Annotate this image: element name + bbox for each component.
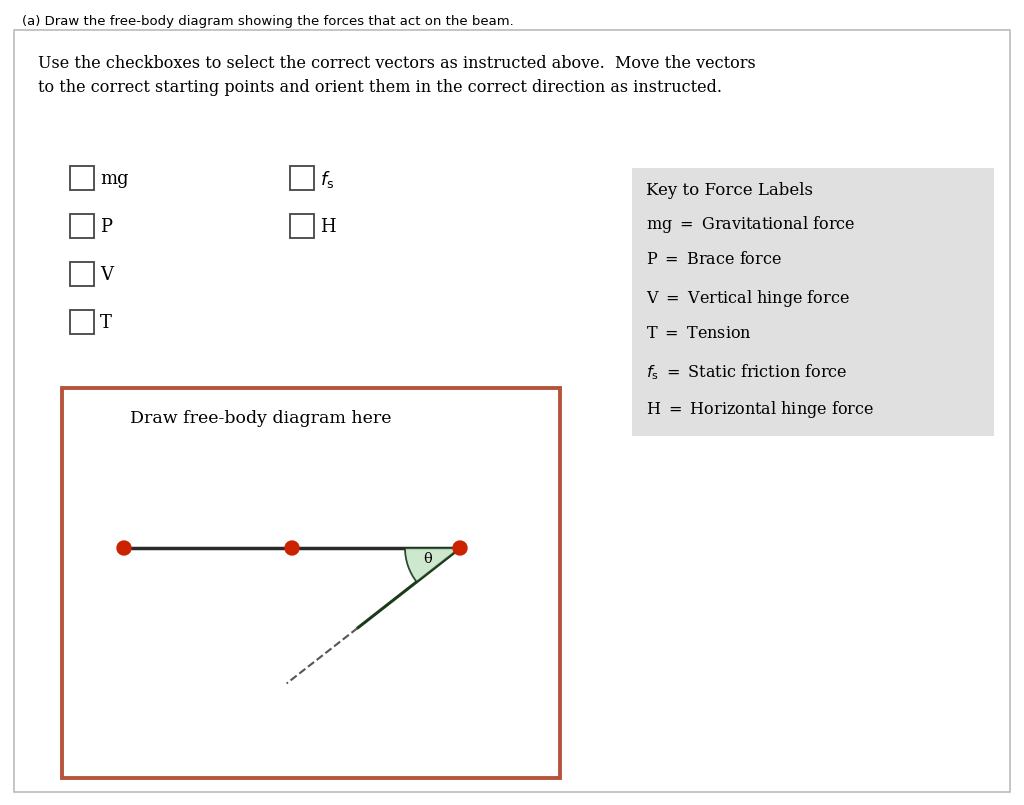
Text: T $=$ Tension: T $=$ Tension xyxy=(646,325,752,342)
Text: mg: mg xyxy=(100,170,129,188)
Text: P $=$ Brace force: P $=$ Brace force xyxy=(646,251,782,268)
Text: Use the checkboxes to select the correct vectors as instructed above.  Move the : Use the checkboxes to select the correct… xyxy=(38,55,756,96)
Circle shape xyxy=(117,541,131,555)
Text: Key to Force Labels: Key to Force Labels xyxy=(646,182,813,199)
FancyBboxPatch shape xyxy=(70,166,94,190)
FancyBboxPatch shape xyxy=(70,214,94,238)
Text: Draw free-body diagram here: Draw free-body diagram here xyxy=(130,410,391,427)
Text: P: P xyxy=(100,218,112,236)
Text: V $=$ Vertical hinge force: V $=$ Vertical hinge force xyxy=(646,288,850,309)
FancyBboxPatch shape xyxy=(632,168,994,436)
Circle shape xyxy=(453,541,467,555)
Text: T: T xyxy=(100,314,112,332)
FancyBboxPatch shape xyxy=(290,166,314,190)
FancyBboxPatch shape xyxy=(14,30,1010,792)
Text: (a) Draw the free-body diagram showing the forces that act on the beam.: (a) Draw the free-body diagram showing t… xyxy=(22,15,514,28)
Wedge shape xyxy=(406,548,460,582)
FancyBboxPatch shape xyxy=(70,262,94,286)
Text: $f_{\mathrm{s}}$ $=$ Static friction force: $f_{\mathrm{s}}$ $=$ Static friction for… xyxy=(646,362,847,382)
FancyBboxPatch shape xyxy=(62,388,560,778)
FancyBboxPatch shape xyxy=(70,310,94,334)
FancyBboxPatch shape xyxy=(290,214,314,238)
Text: H: H xyxy=(319,218,336,236)
Text: θ: θ xyxy=(423,552,432,566)
Text: V: V xyxy=(100,266,113,284)
Circle shape xyxy=(285,541,299,555)
Text: mg $=$ Gravitational force: mg $=$ Gravitational force xyxy=(646,214,855,235)
Text: $f_{\mathrm{s}}$: $f_{\mathrm{s}}$ xyxy=(319,168,335,189)
Text: H $=$ Horizontal hinge force: H $=$ Horizontal hinge force xyxy=(646,399,873,420)
